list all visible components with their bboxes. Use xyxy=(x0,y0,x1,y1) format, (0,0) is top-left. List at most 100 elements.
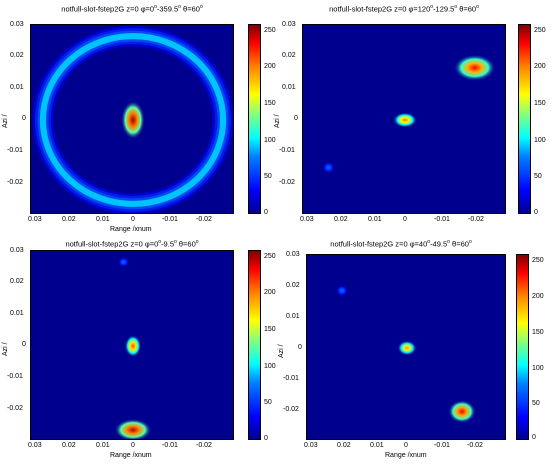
y-axis-label: Azi / xyxy=(2,342,9,356)
heatmap-plot xyxy=(30,250,234,440)
chart-title: notfull-slot-fstep2G z=0 φ=0o-359.5o θ=6… xyxy=(61,4,203,14)
y-tick: 0.02 xyxy=(282,52,296,59)
heatmap-svg xyxy=(322,54,496,174)
y-tick: 0.02 xyxy=(286,282,300,289)
x-tick: 0.03 xyxy=(304,442,318,449)
y-tick: -0.02 xyxy=(7,179,23,186)
x-tick: 0.02 xyxy=(62,216,76,223)
x-tick: 0 xyxy=(131,216,135,223)
colorbar-tick: 150 xyxy=(264,326,276,333)
heatmap-plot xyxy=(302,24,506,214)
colorbar-tick: 100 xyxy=(264,363,276,370)
chart-title: notfull-slot-fstep2G z=0 φ=0o-9.5o θ=60o xyxy=(65,239,199,249)
colorbar-tick: 200 xyxy=(264,289,276,296)
chart-title: notfull-slot-fstep2G z=0 φ=120o-129.5o θ… xyxy=(329,4,479,14)
blob-mark xyxy=(322,161,335,174)
colorbar-tick: 250 xyxy=(532,257,544,264)
colorbar-tick: 200 xyxy=(534,63,546,70)
y-axis-label: Azi / xyxy=(2,114,9,128)
y-tick: 0.03 xyxy=(10,21,24,28)
x-tick: 0.02 xyxy=(337,442,351,449)
colorbar-tick: 50 xyxy=(264,173,272,180)
y-tick: 0.01 xyxy=(10,310,24,317)
colorbar-tick: 100 xyxy=(532,365,544,372)
colorbar-tick: 50 xyxy=(532,400,540,407)
colorbar xyxy=(248,24,261,214)
x-tick: -0.01 xyxy=(434,216,450,223)
y-tick: 0.02 xyxy=(10,52,24,59)
blob-mark xyxy=(121,100,145,140)
x-tick: 0.01 xyxy=(370,442,384,449)
blob-mark xyxy=(124,334,142,358)
colorbar-tick: 100 xyxy=(264,137,276,144)
x-axis-label: Range /xnum xyxy=(110,226,152,233)
blob-mark xyxy=(393,112,417,128)
y-tick: -0.01 xyxy=(7,147,23,154)
x-axis-label: Range /xnum xyxy=(110,452,152,459)
x-tick: 0.03 xyxy=(28,216,42,223)
heatmap-plot xyxy=(30,24,234,214)
y-tick: -0.01 xyxy=(7,373,23,380)
x-tick: 0.02 xyxy=(334,216,348,223)
colorbar xyxy=(516,254,529,440)
y-tick: 0.01 xyxy=(282,84,296,91)
blob-mark xyxy=(448,399,476,424)
colorbar-tick: 150 xyxy=(534,100,546,107)
x-tick: -0.02 xyxy=(467,442,483,449)
colorbar-tick: 250 xyxy=(264,253,276,260)
blob-mark xyxy=(453,54,496,81)
colorbar-tick: 0 xyxy=(532,434,536,441)
heatmap-svg xyxy=(114,257,152,439)
y-tick: 0 xyxy=(298,344,302,351)
x-tick: 0.01 xyxy=(96,216,110,223)
colorbar-tick: 200 xyxy=(532,293,544,300)
blob-mark xyxy=(114,418,152,439)
blob-mark xyxy=(336,285,348,297)
colorbar-tick: 50 xyxy=(264,399,272,406)
chart-title: notfull-slot-fstep2G z=0 φ=40o-49.5o θ=6… xyxy=(330,239,472,249)
x-tick: -0.02 xyxy=(196,216,212,223)
colorbar-tick: 150 xyxy=(532,329,544,336)
heatmap-svg xyxy=(336,285,476,424)
blob-mark xyxy=(397,340,417,356)
colorbar xyxy=(518,24,531,214)
y-axis-label: Azi / xyxy=(278,344,285,358)
x-tick: -0.01 xyxy=(162,216,178,223)
colorbar-tick: 250 xyxy=(534,27,546,34)
x-tick: 0.03 xyxy=(300,216,314,223)
x-tick: 0 xyxy=(403,216,407,223)
heatmap-plot xyxy=(306,254,506,440)
blob-mark xyxy=(118,257,129,267)
y-tick: -0.02 xyxy=(7,405,23,412)
colorbar-tick: 150 xyxy=(264,100,276,107)
colorbar-tick: 0 xyxy=(264,209,268,216)
y-tick: 0.02 xyxy=(10,278,24,285)
x-tick: -0.02 xyxy=(468,216,484,223)
colorbar-tick: 0 xyxy=(534,209,538,216)
y-tick: -0.01 xyxy=(279,147,295,154)
colorbar-tick: 250 xyxy=(264,27,276,34)
colorbar-tick: 0 xyxy=(264,435,268,442)
ring-mark xyxy=(39,33,227,207)
y-tick: 0 xyxy=(294,115,298,122)
y-tick: 0 xyxy=(22,115,26,122)
y-tick: 0.03 xyxy=(282,21,296,28)
x-tick: 0 xyxy=(131,442,135,449)
x-tick: -0.02 xyxy=(196,442,212,449)
x-tick: 0 xyxy=(404,442,408,449)
x-axis-label: Range /xnum xyxy=(385,452,427,459)
x-tick: 0.02 xyxy=(62,442,76,449)
colorbar xyxy=(248,250,261,440)
x-tick: 0.01 xyxy=(96,442,110,449)
y-tick: -0.01 xyxy=(283,375,299,382)
y-tick: 0.03 xyxy=(10,247,24,254)
heatmap-svg xyxy=(32,25,233,213)
y-tick: 0.03 xyxy=(286,251,300,258)
colorbar-tick: 100 xyxy=(534,137,546,144)
y-tick: -0.02 xyxy=(279,179,295,186)
x-tick: 0.03 xyxy=(28,442,42,449)
colorbar-tick: 50 xyxy=(534,173,542,180)
y-axis-label: Azi / xyxy=(274,114,281,128)
y-tick: -0.02 xyxy=(283,406,299,413)
y-tick: 0.01 xyxy=(286,313,300,320)
